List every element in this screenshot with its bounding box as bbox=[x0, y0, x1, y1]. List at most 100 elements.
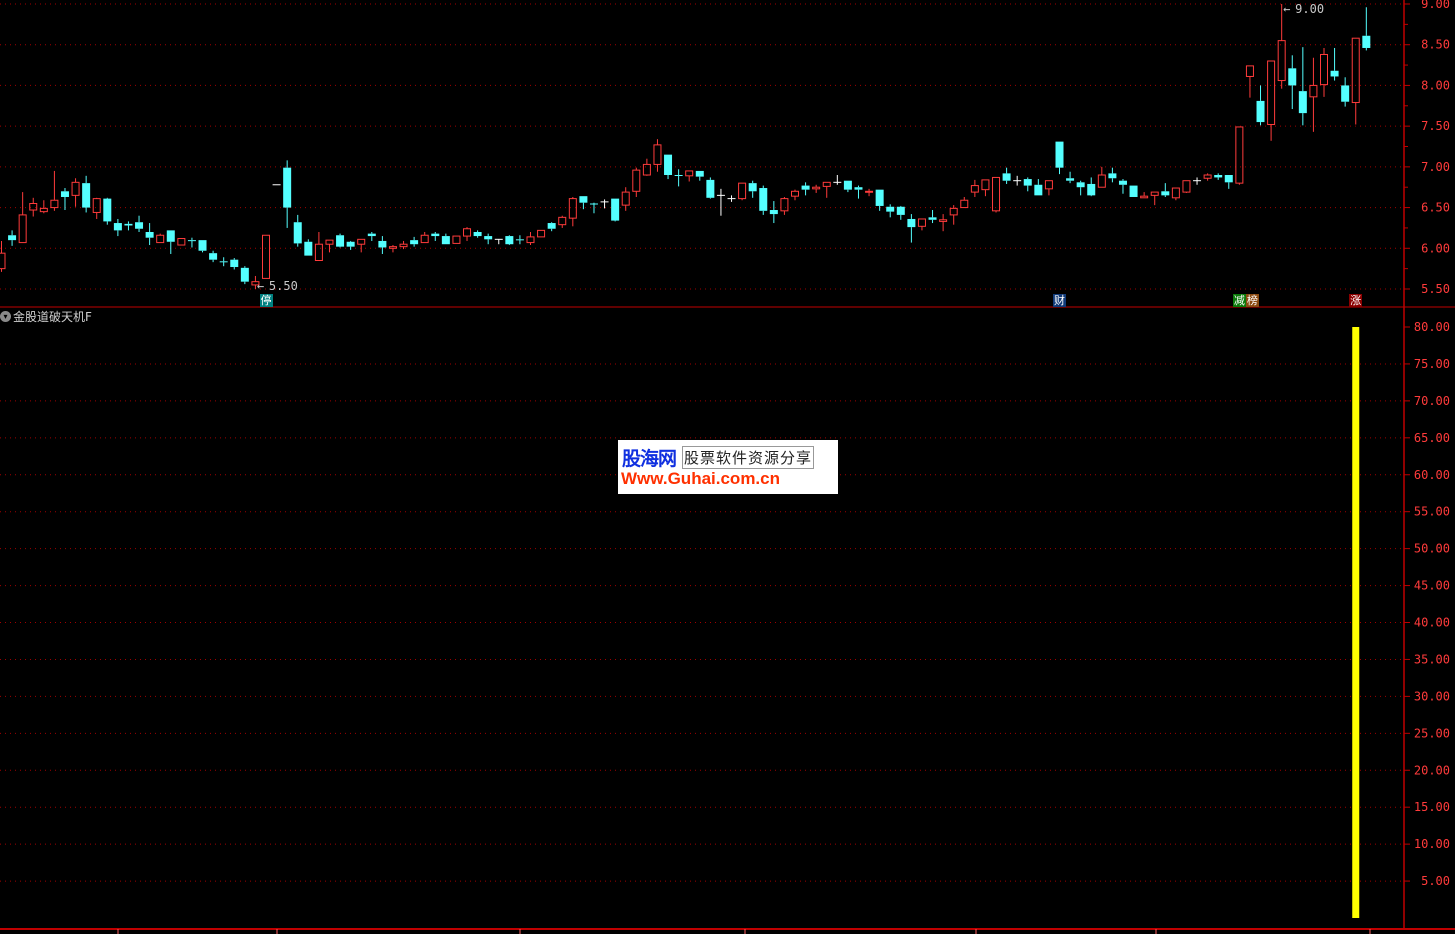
candle bbox=[293, 214, 302, 247]
candle-body-up bbox=[452, 235, 461, 244]
candlestick-series bbox=[0, 4, 1371, 289]
candle bbox=[970, 179, 979, 197]
candle bbox=[949, 205, 958, 225]
event-marker[interactable]: 停 bbox=[259, 294, 273, 307]
candle-body-down bbox=[198, 240, 207, 251]
indicator-tick-label: 55.00 bbox=[1414, 505, 1450, 519]
candle-body-down bbox=[346, 241, 355, 247]
price-annotation: ← 9.00 bbox=[1283, 2, 1324, 16]
candle-body-up bbox=[357, 238, 366, 245]
indicator-tick-label: 5.00 bbox=[1421, 874, 1450, 888]
candle bbox=[304, 239, 313, 256]
candle-body-down bbox=[103, 198, 112, 222]
candle-body-up bbox=[621, 191, 630, 206]
candle bbox=[230, 258, 239, 270]
candle-body-down bbox=[367, 233, 376, 237]
candle-body-down bbox=[907, 218, 916, 228]
candle-body-up bbox=[537, 229, 546, 238]
candle bbox=[537, 229, 546, 238]
candle-body-up bbox=[653, 144, 662, 165]
candle bbox=[1362, 7, 1371, 51]
candle-body-down bbox=[1214, 175, 1223, 178]
candle bbox=[1309, 57, 1318, 132]
candle-body-up bbox=[71, 181, 80, 196]
candle-body-down bbox=[1118, 180, 1127, 185]
candle-body-down bbox=[60, 191, 69, 197]
candle-body-down bbox=[166, 230, 175, 242]
candle-body-down bbox=[515, 239, 524, 241]
candle-body-up bbox=[865, 190, 874, 193]
indicator-tick-label: 10.00 bbox=[1414, 837, 1450, 851]
candle bbox=[50, 170, 59, 211]
candle bbox=[367, 232, 376, 241]
candle bbox=[526, 232, 535, 246]
indicator-tick-label: 35.00 bbox=[1414, 652, 1450, 666]
candle-body-up bbox=[262, 234, 270, 279]
candle-body-down bbox=[410, 240, 419, 245]
indicator-title[interactable]: ▾ 金股道破天机F bbox=[0, 308, 92, 324]
candle bbox=[589, 202, 598, 214]
price-annotation: ← 5.50 bbox=[257, 279, 298, 293]
candle bbox=[388, 245, 397, 253]
candle bbox=[738, 182, 747, 201]
candle-body-up bbox=[1267, 60, 1276, 126]
grid-lines bbox=[0, 3, 1404, 882]
candle-body-down bbox=[431, 233, 440, 237]
candle bbox=[727, 195, 736, 202]
candle bbox=[357, 238, 366, 253]
candle-body-up bbox=[156, 234, 165, 244]
price-tick-label: 9.00 bbox=[1421, 0, 1450, 11]
candle-body-down bbox=[579, 196, 588, 203]
price-tick-label: 6.50 bbox=[1421, 201, 1450, 215]
indicator-tick-label: 25.00 bbox=[1414, 726, 1450, 740]
candle bbox=[917, 218, 926, 231]
candle bbox=[801, 182, 810, 196]
candle bbox=[1002, 167, 1011, 184]
event-marker[interactable]: 榜 bbox=[1245, 294, 1259, 307]
candle bbox=[463, 227, 472, 241]
candle bbox=[1320, 47, 1328, 97]
candle-body-up bbox=[981, 179, 990, 191]
candle-body-down bbox=[1076, 182, 1085, 188]
candle-body-up bbox=[1097, 174, 1106, 188]
candle-body-down bbox=[1161, 191, 1170, 196]
candle-body-up bbox=[420, 234, 429, 244]
candle-body-down bbox=[547, 223, 556, 229]
candle-body-down bbox=[187, 240, 196, 242]
candle bbox=[642, 158, 651, 176]
event-marker[interactable]: 财 bbox=[1053, 294, 1066, 307]
watermark-slogan: 股票软件资源分享 bbox=[682, 446, 815, 469]
candle-body-down bbox=[1002, 173, 1011, 181]
candle bbox=[262, 234, 270, 279]
event-marker[interactable]: 涨 bbox=[1349, 294, 1363, 307]
candle bbox=[674, 169, 683, 187]
candle bbox=[1161, 183, 1170, 197]
chevron-down-icon[interactable]: ▾ bbox=[0, 310, 11, 322]
candle-body-down bbox=[283, 167, 292, 208]
candle bbox=[791, 189, 799, 201]
candle-body-down bbox=[230, 259, 239, 268]
candle-body-down bbox=[1256, 100, 1265, 123]
candle-body-up bbox=[1044, 180, 1053, 190]
price-tick-label: 6.00 bbox=[1421, 241, 1450, 255]
candle bbox=[1140, 192, 1149, 199]
candle bbox=[780, 196, 789, 215]
candle bbox=[1245, 65, 1254, 98]
candle-body-down bbox=[1087, 183, 1096, 196]
candle-body-up bbox=[632, 169, 641, 192]
candle bbox=[886, 204, 895, 218]
event-marker[interactable]: 减 bbox=[1232, 294, 1246, 307]
candle bbox=[896, 205, 905, 220]
candle bbox=[632, 167, 641, 197]
candle-body-down bbox=[1066, 178, 1075, 181]
candle-body-up bbox=[642, 163, 651, 176]
candle bbox=[865, 188, 874, 197]
indicator-tick-label: 50.00 bbox=[1414, 542, 1450, 556]
candle-body-down bbox=[1330, 70, 1339, 77]
candle bbox=[1256, 85, 1265, 126]
candle bbox=[219, 257, 228, 267]
candle-body-down bbox=[664, 154, 673, 175]
candle-body-down bbox=[304, 241, 313, 256]
candle bbox=[928, 210, 937, 224]
